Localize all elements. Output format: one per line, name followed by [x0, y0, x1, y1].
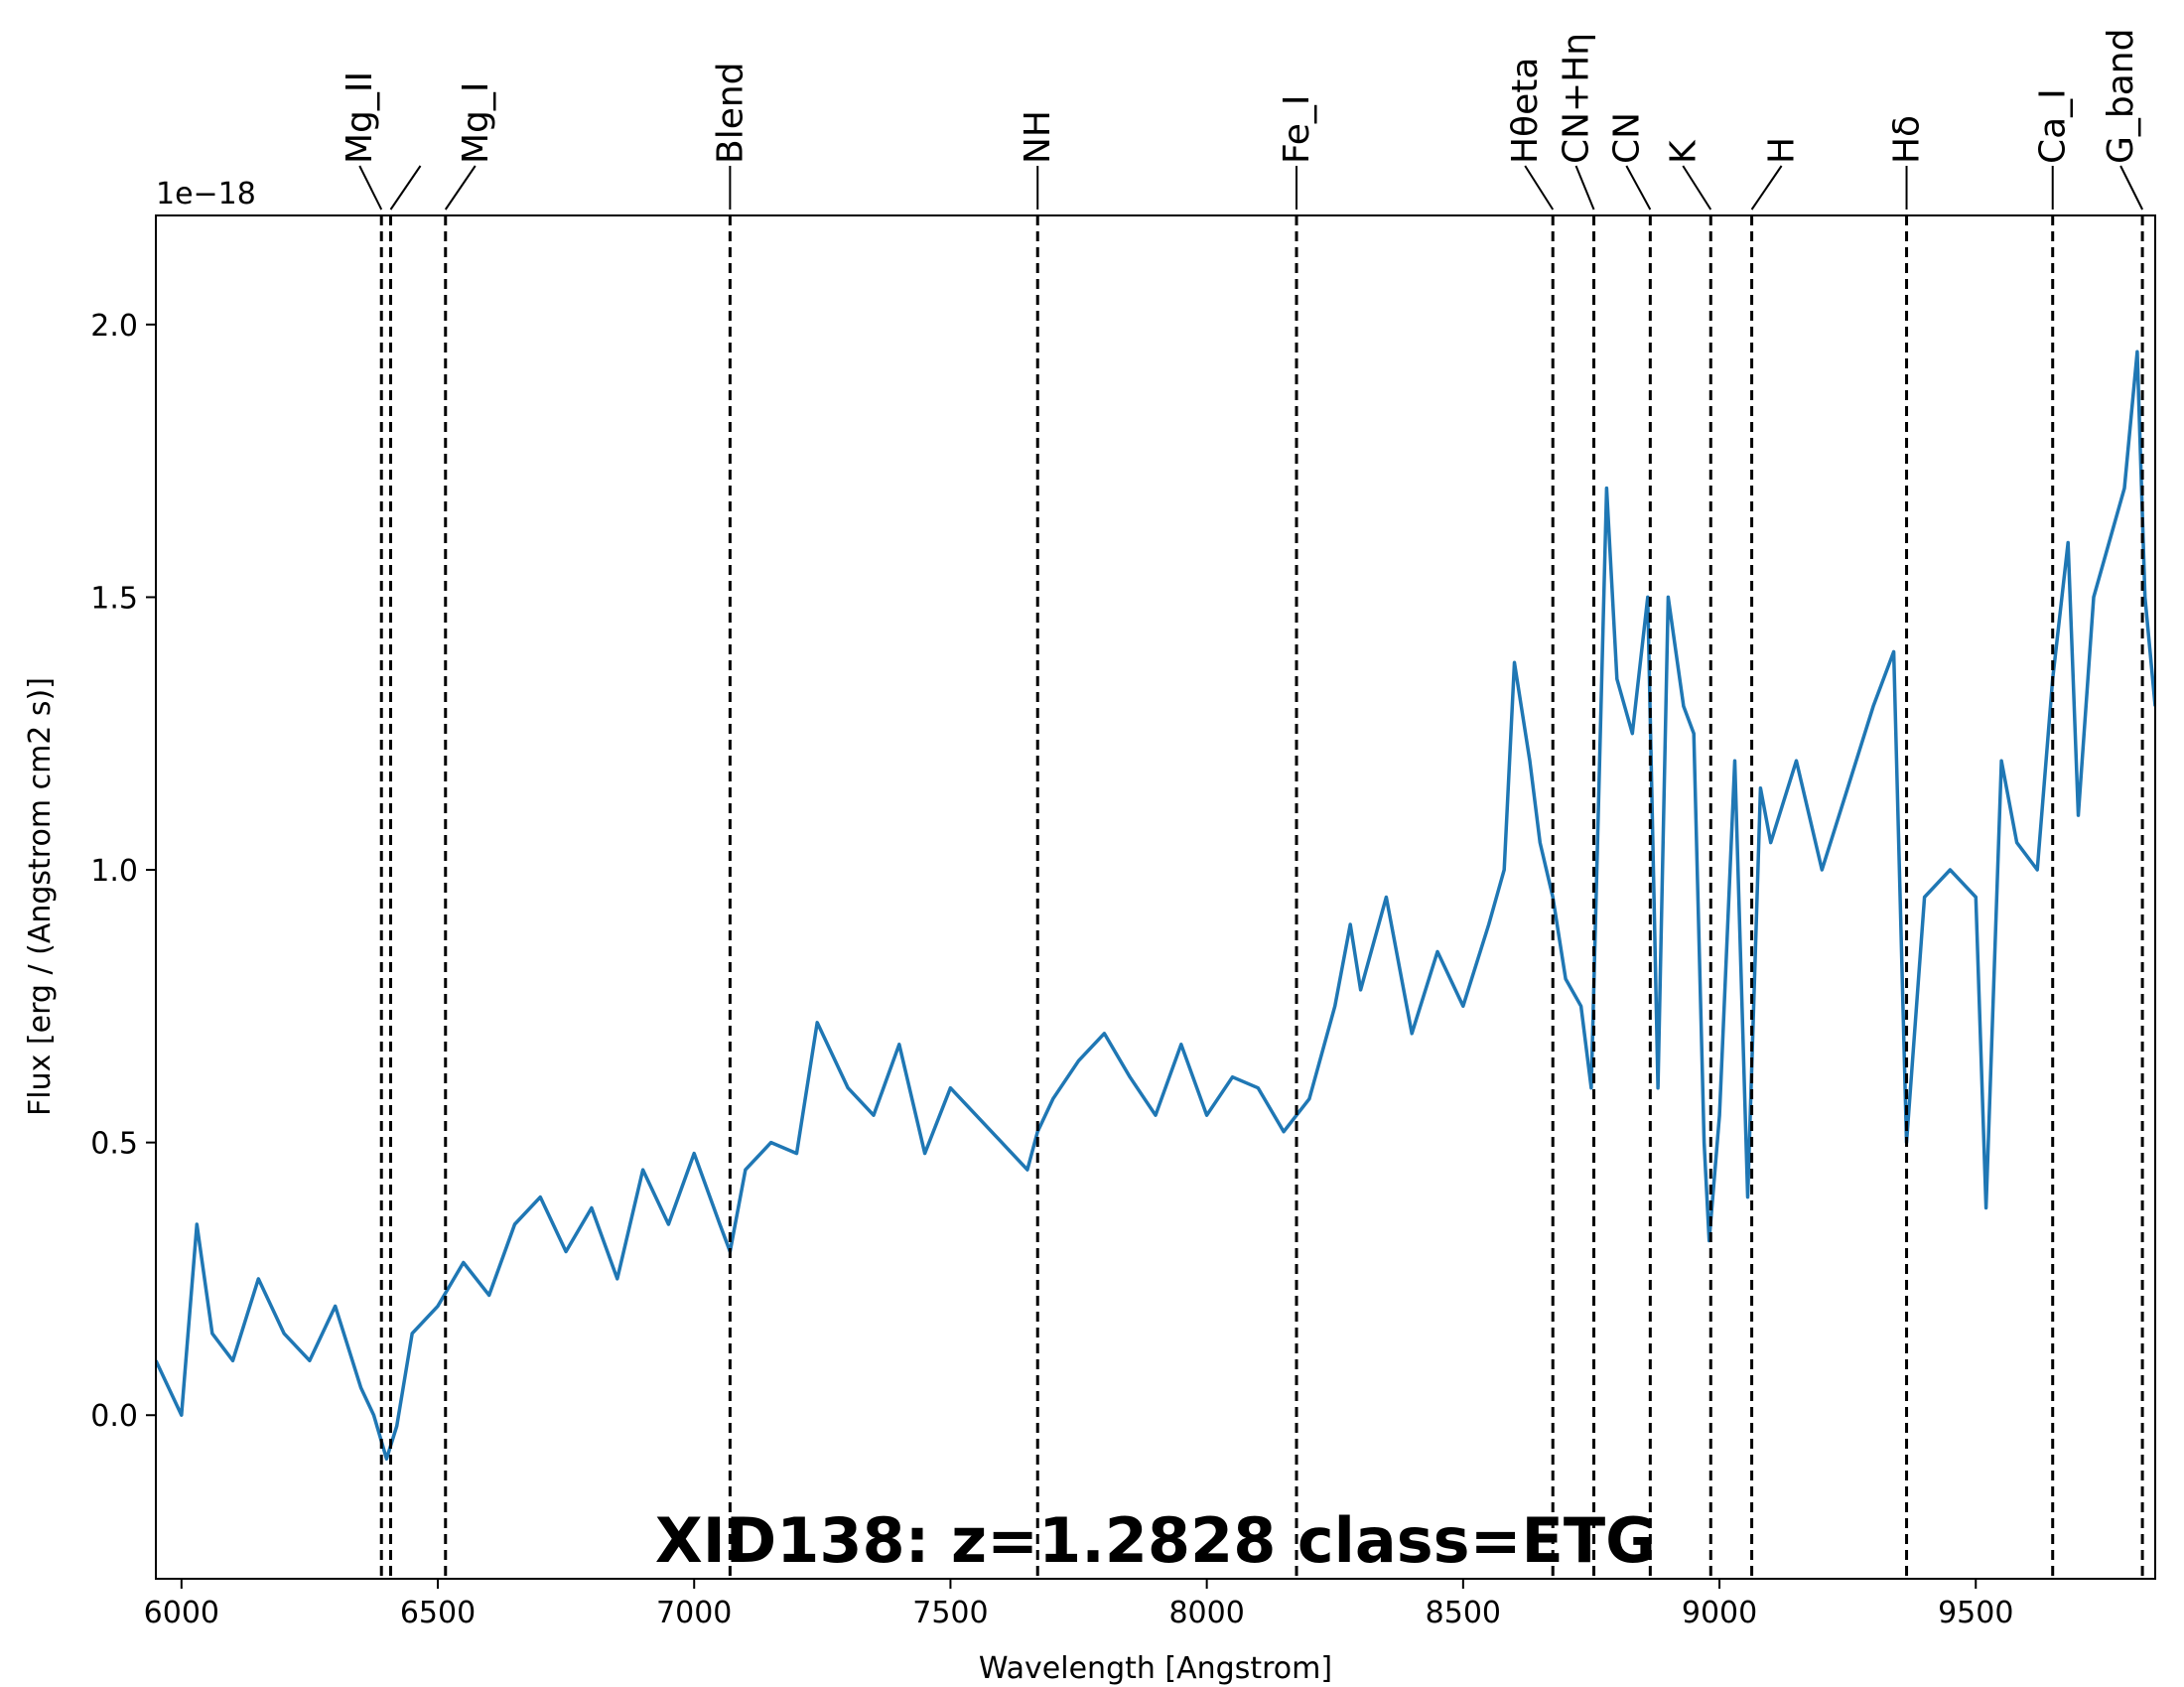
line-marker: G_band	[2101, 29, 2144, 1579]
line-marker: Hδ	[1887, 115, 1928, 1579]
x-axis-ticks: 6000 6500 7000 7500 8000 8500 9000 9500	[144, 1579, 2013, 1630]
line-marker: CN	[1606, 112, 1652, 1579]
line-markers: Mg_II Mg_I Blend NH Fe_I Hθeta CN+Hη CN K H Hδ Ca_I…	[340, 29, 2144, 1579]
x-tick-label: 8000	[1168, 1596, 1244, 1630]
y-axis-ticks: 0.0 0.5 1.0 1.5 2.0	[90, 309, 156, 1434]
y-tick-label: 1.0	[90, 854, 138, 889]
line-marker-label: K	[1663, 139, 1704, 164]
x-tick-label: 6500	[400, 1596, 476, 1630]
y-axis-label: Flux [erg / (Angstrom cm2 s)]	[23, 677, 58, 1116]
line-marker-leader	[358, 165, 383, 211]
x-tick-label: 8500	[1426, 1596, 1501, 1630]
line-marker-label: Blend	[710, 62, 751, 164]
line-marker-label: H	[1762, 137, 1803, 164]
line-marker: Fe_I	[1277, 94, 1317, 1579]
line-marker-label: CN	[1606, 112, 1647, 164]
line-marker-leader	[1750, 165, 1783, 211]
line-marker-label: Hδ	[1887, 115, 1928, 164]
line-marker: Mg_I	[444, 81, 496, 1579]
line-marker: K	[1663, 139, 1712, 1579]
x-tick-label: 9500	[1938, 1596, 2013, 1630]
line-marker: H	[1750, 137, 1803, 1579]
x-tick-label: 9000	[1682, 1596, 1757, 1630]
y-offset-label: 1e−18	[156, 177, 256, 211]
line-marker: NH	[1018, 110, 1058, 1579]
line-marker-label: Mg_II	[340, 71, 380, 164]
line-marker: Ca_I	[2033, 88, 2074, 1579]
x-tick-label: 6000	[144, 1596, 219, 1630]
line-marker-label: Hθeta	[1505, 58, 1546, 164]
line-marker: Mg_II	[340, 71, 383, 1579]
line-marker-leader	[1574, 165, 1595, 211]
line-marker: Hθeta	[1505, 58, 1555, 1579]
y-tick-label: 2.0	[90, 309, 138, 344]
line-marker-label: Fe_I	[1277, 94, 1317, 164]
line-marker-label: Ca_I	[2033, 88, 2074, 164]
x-tick-label: 7500	[912, 1596, 988, 1630]
spectrum-annotation: XID138: z=1.2828 class=ETG	[655, 1504, 1656, 1577]
line-marker-label: G_band	[2101, 29, 2141, 164]
line-marker-label: Mg_I	[456, 81, 496, 164]
plot-frame	[155, 214, 2156, 1580]
spectrum-series	[156, 350, 2155, 1461]
line-marker-leader	[1625, 165, 1652, 211]
line-marker-leader	[444, 165, 477, 211]
x-tick-label: 7000	[656, 1596, 732, 1630]
line-marker-label: CN+Hη	[1557, 33, 1597, 164]
line-marker	[389, 165, 422, 1579]
y-tick-label: 1.5	[90, 581, 138, 616]
line-marker-leader	[2119, 165, 2143, 211]
line-marker: Blend	[710, 62, 751, 1579]
line-marker-leader	[389, 165, 422, 211]
y-tick-label: 0.0	[90, 1399, 138, 1434]
y-tick-label: 0.5	[90, 1127, 138, 1162]
line-marker-label: NH	[1018, 110, 1058, 164]
line-marker: CN+Hη	[1557, 33, 1597, 1579]
line-marker-leader	[1524, 165, 1555, 211]
x-axis-label: Wavelength [Angstrom]	[979, 1651, 1332, 1686]
spectrum-line	[156, 350, 2155, 1461]
line-marker-leader	[1682, 165, 1712, 211]
